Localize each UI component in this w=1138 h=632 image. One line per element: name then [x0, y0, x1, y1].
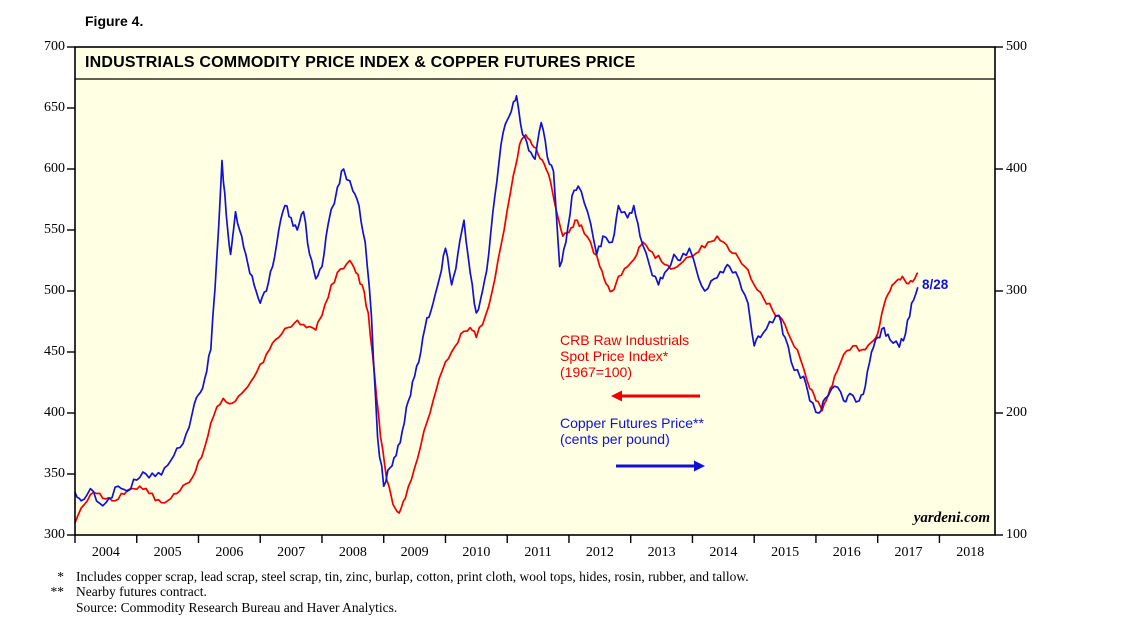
y-axis-left-label: 500 [44, 283, 65, 298]
x-axis-year-label: 2004 [91, 545, 120, 560]
x-axis-year-label: 2010 [462, 545, 491, 560]
legend-crb-line3: (1967=100) [560, 364, 633, 380]
y-axis-right-label: 100 [1006, 527, 1027, 542]
chart-title: INDUSTRIALS COMMODITY PRICE INDEX & COPP… [85, 54, 636, 71]
legend-crb: CRB Raw Industrials Spot Price Index* (1… [560, 332, 689, 380]
y-axis-right-label: 200 [1006, 405, 1027, 420]
y-axis-left-label: 700 [44, 39, 65, 54]
x-axis-year-label: 2016 [832, 545, 861, 560]
x-axis-year-label: 2008 [338, 545, 367, 560]
legend-copper-line1: Copper Futures Price** [560, 415, 704, 431]
footnote-1: * Includes copper scrap, lead scrap, stee… [28, 569, 749, 585]
y-axis-right-label: 500 [1006, 39, 1027, 54]
legend-crb-line1: CRB Raw Industrials [560, 332, 690, 348]
legend-copper-line2: (cents per pound) [560, 431, 670, 447]
x-axis-year-label: 2018 [956, 545, 985, 560]
y-axis-left-label: 300 [44, 527, 65, 542]
watermark: yardeni.com [913, 510, 990, 526]
y-axis-left-label: 600 [44, 161, 65, 176]
x-axis-year-label: 2011 [524, 545, 552, 560]
y-axis-left-label: 350 [44, 466, 65, 481]
x-axis-year-label: 2009 [400, 545, 429, 560]
legend-crb-line2: Spot Price Index* [560, 348, 669, 364]
footnote-2: ** Nearby futures contract. [28, 584, 207, 600]
x-axis-year-label: 2007 [277, 545, 306, 560]
y-axis-left-label: 650 [44, 100, 65, 115]
y-axis-left-label: 450 [44, 344, 65, 359]
x-axis-year-label: 2015 [771, 545, 800, 560]
y-axis-left-label: 400 [44, 405, 65, 420]
y-axis-right-label: 300 [1006, 283, 1027, 298]
x-axis-year-label: 2014 [709, 545, 738, 560]
crb-line [74, 133, 919, 524]
last-date-label: 8/28 [922, 277, 949, 292]
footnote-1-text: Includes copper scrap, lead scrap, steel… [76, 569, 749, 584]
legend-copper: Copper Futures Price** (cents per pound) [560, 415, 704, 447]
figure-label: Figure 4. [85, 13, 144, 29]
footnote-2-text: Nearby futures contract. [76, 584, 207, 599]
footnote-source-text: Source: Commodity Research Bureau and Ha… [76, 600, 398, 615]
crb-left-arrow-head [611, 390, 622, 402]
y-axis-left-label: 550 [44, 222, 65, 237]
footnote-2-marker: ** [50, 584, 65, 599]
y-axis-right-label: 400 [1006, 161, 1027, 176]
x-axis-year-label: 2017 [894, 545, 923, 560]
x-axis-year-label: 2012 [585, 545, 614, 560]
copper-right-arrow-head [694, 460, 705, 472]
plot-background [75, 47, 995, 535]
copper-line [74, 94, 919, 507]
footnote-1-marker: * [57, 569, 64, 584]
x-axis-year-label: 2005 [153, 545, 182, 560]
x-axis-year-label: 2013 [647, 545, 676, 560]
x-axis-year-label: 2006 [215, 545, 244, 560]
footnote-source: Source: Commodity Research Bureau and Ha… [28, 600, 397, 616]
